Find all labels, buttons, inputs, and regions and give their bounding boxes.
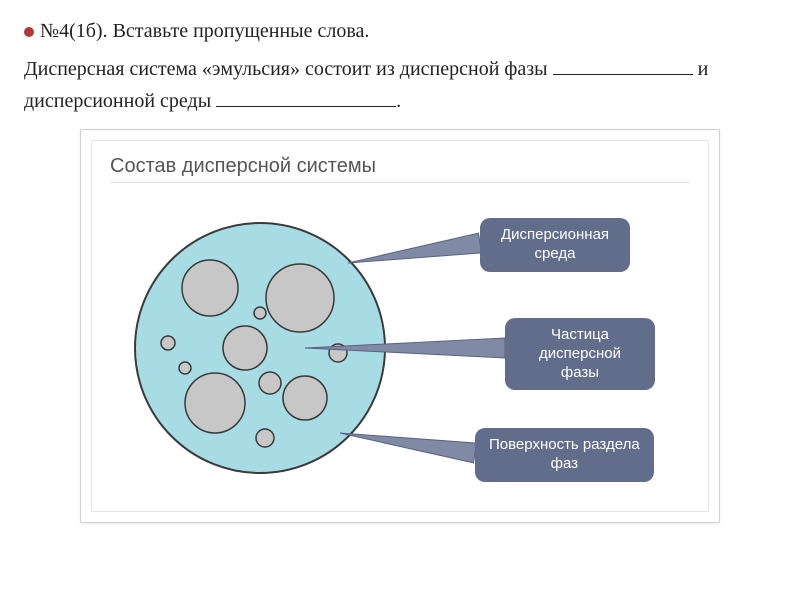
callout-pointer bbox=[348, 233, 481, 263]
particle-circle bbox=[185, 373, 245, 433]
question-header: №4(1б). Вставьте пропущенные слова. bbox=[24, 18, 776, 45]
body-prefix: Дисперсная система «эмульсия» состоит из… bbox=[24, 58, 548, 80]
figure-title-rule bbox=[110, 182, 690, 183]
question-body: Дисперсная система «эмульсия» состоит из… bbox=[24, 53, 776, 117]
particle-circle bbox=[256, 429, 274, 447]
question-number-prompt: №4(1б). Вставьте пропущенные слова. bbox=[40, 18, 369, 45]
figure-title: Состав дисперсной системы bbox=[110, 155, 690, 178]
body-suffix: . bbox=[396, 90, 401, 112]
figure-frame: Состав дисперсной системы Дисперсионнаяс… bbox=[80, 129, 720, 523]
particle-circle bbox=[179, 362, 191, 374]
particle-circle bbox=[254, 307, 266, 319]
particle-circle bbox=[223, 326, 267, 370]
question-prompt: Вставьте пропущенные слова. bbox=[113, 20, 370, 42]
callout-pointer bbox=[340, 433, 476, 463]
label-medium: Дисперсионнаясреда bbox=[480, 218, 630, 272]
slide-container: №4(1б). Вставьте пропущенные слова. Дисп… bbox=[0, 0, 800, 600]
figure-inner: Состав дисперсной системы Дисперсионнаяс… bbox=[91, 140, 709, 512]
particle-circle bbox=[259, 372, 281, 394]
particle-circle bbox=[182, 260, 238, 316]
blank-1[interactable] bbox=[553, 55, 693, 75]
question-number: №4(1б). bbox=[40, 20, 108, 42]
bullet-icon bbox=[24, 27, 34, 37]
label-particle: Частицадисперснойфазы bbox=[505, 318, 655, 390]
particle-circle bbox=[283, 376, 327, 420]
label-surface: Поверхность разделафаз bbox=[475, 428, 654, 482]
blank-2[interactable] bbox=[216, 87, 396, 107]
particle-circle bbox=[266, 264, 334, 332]
particle-circle bbox=[161, 336, 175, 350]
diagram-area: Дисперсионнаясреда Частицадисперснойфазы П… bbox=[110, 193, 690, 493]
